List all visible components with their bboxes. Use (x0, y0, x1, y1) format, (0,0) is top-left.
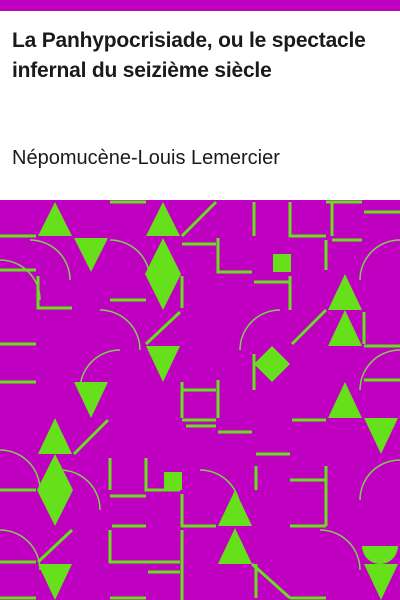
book-title: La Panhypocrisiade, ou le spectacle infe… (12, 29, 366, 82)
pattern-line (216, 238, 252, 274)
pattern-triangle-up (218, 490, 252, 526)
pattern-triangle-down (146, 346, 180, 382)
pattern-arc (239, 309, 281, 351)
pattern-arc (29, 239, 71, 281)
pattern-square (273, 254, 291, 272)
pattern-diamond (254, 346, 290, 382)
top-accent-bar (0, 0, 400, 11)
pattern-triangle-down (364, 564, 398, 600)
pattern-triangle-up (38, 418, 72, 454)
pattern-triangle-up (38, 202, 72, 236)
pattern-arc (0, 449, 41, 491)
pattern-arc (359, 459, 400, 501)
pattern-arc (359, 349, 400, 391)
cover-pattern (0, 200, 400, 600)
pattern-triangle-down (38, 564, 72, 600)
pattern-line (180, 200, 218, 238)
pattern-triangle-up (328, 310, 362, 346)
pattern-line (180, 494, 216, 528)
pattern-triangle-down (364, 418, 398, 454)
pattern-line (36, 528, 74, 564)
pattern-line (36, 276, 72, 310)
pattern-line (290, 308, 328, 346)
pattern-line (288, 202, 326, 238)
pattern-diamond (145, 238, 181, 310)
pattern-triangle-up (146, 202, 180, 236)
pattern-half-circle (362, 546, 398, 564)
pattern-square (164, 472, 182, 490)
pattern-arc (359, 239, 400, 281)
pattern-arc (319, 529, 361, 571)
pattern-arc (59, 469, 101, 511)
book-author: Népomucène-Louis Lemercier (12, 147, 280, 169)
pattern-triangle-up (328, 274, 362, 310)
pattern-line (72, 418, 110, 456)
pattern-line (144, 310, 182, 346)
pattern-diamond (37, 454, 73, 526)
pattern-triangle-up (218, 528, 252, 564)
pattern-line (144, 458, 180, 492)
pattern-triangle-down (74, 238, 108, 272)
pattern-arc (99, 309, 141, 351)
pattern-arc (0, 529, 41, 571)
pattern-line (250, 562, 292, 600)
pattern-line (108, 530, 146, 564)
pattern-triangle-down (74, 382, 108, 418)
pattern-triangle-up (328, 382, 362, 418)
